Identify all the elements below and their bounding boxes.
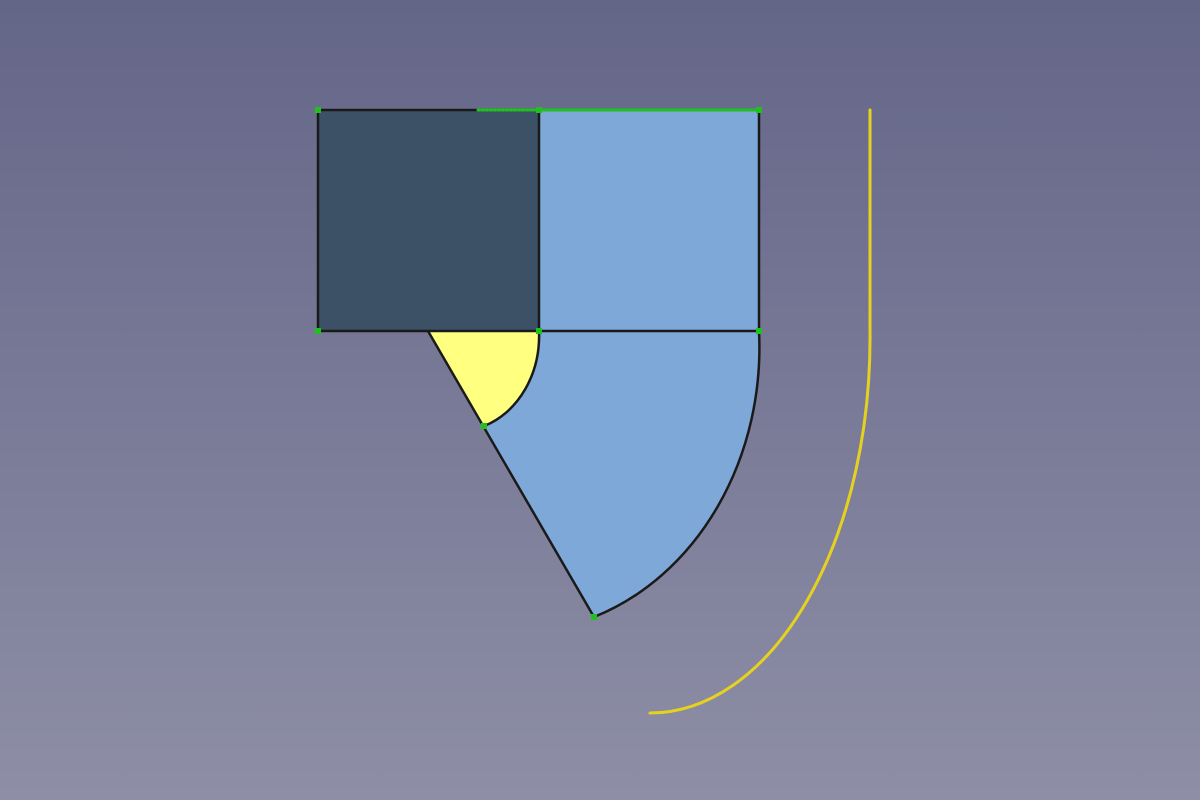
- vertex-top-right[interactable]: [756, 107, 762, 113]
- inner-arc-edge[interactable]: [482, 329, 541, 428]
- vertex-bottom-tip[interactable]: [591, 614, 597, 620]
- vertex-right[interactable]: [756, 328, 762, 334]
- small-sector-face[interactable]: [428, 331, 540, 426]
- vertex-inner-arc-end[interactable]: [481, 423, 487, 429]
- upper-right-square-face[interactable]: [539, 110, 759, 331]
- vertex-top-left[interactable]: [315, 107, 321, 113]
- dark-square-face[interactable]: [318, 110, 539, 331]
- vertices: [315, 107, 762, 620]
- outer-arc-curve[interactable]: [648, 108, 872, 715]
- vertex-center[interactable]: [536, 328, 542, 334]
- outer-arc-edge[interactable]: [592, 329, 761, 619]
- edges: [316, 108, 761, 619]
- vertex-bottom-left[interactable]: [315, 328, 321, 334]
- vertex-top-middle[interactable]: [536, 107, 542, 113]
- diagonal-edge[interactable]: [426, 329, 596, 619]
